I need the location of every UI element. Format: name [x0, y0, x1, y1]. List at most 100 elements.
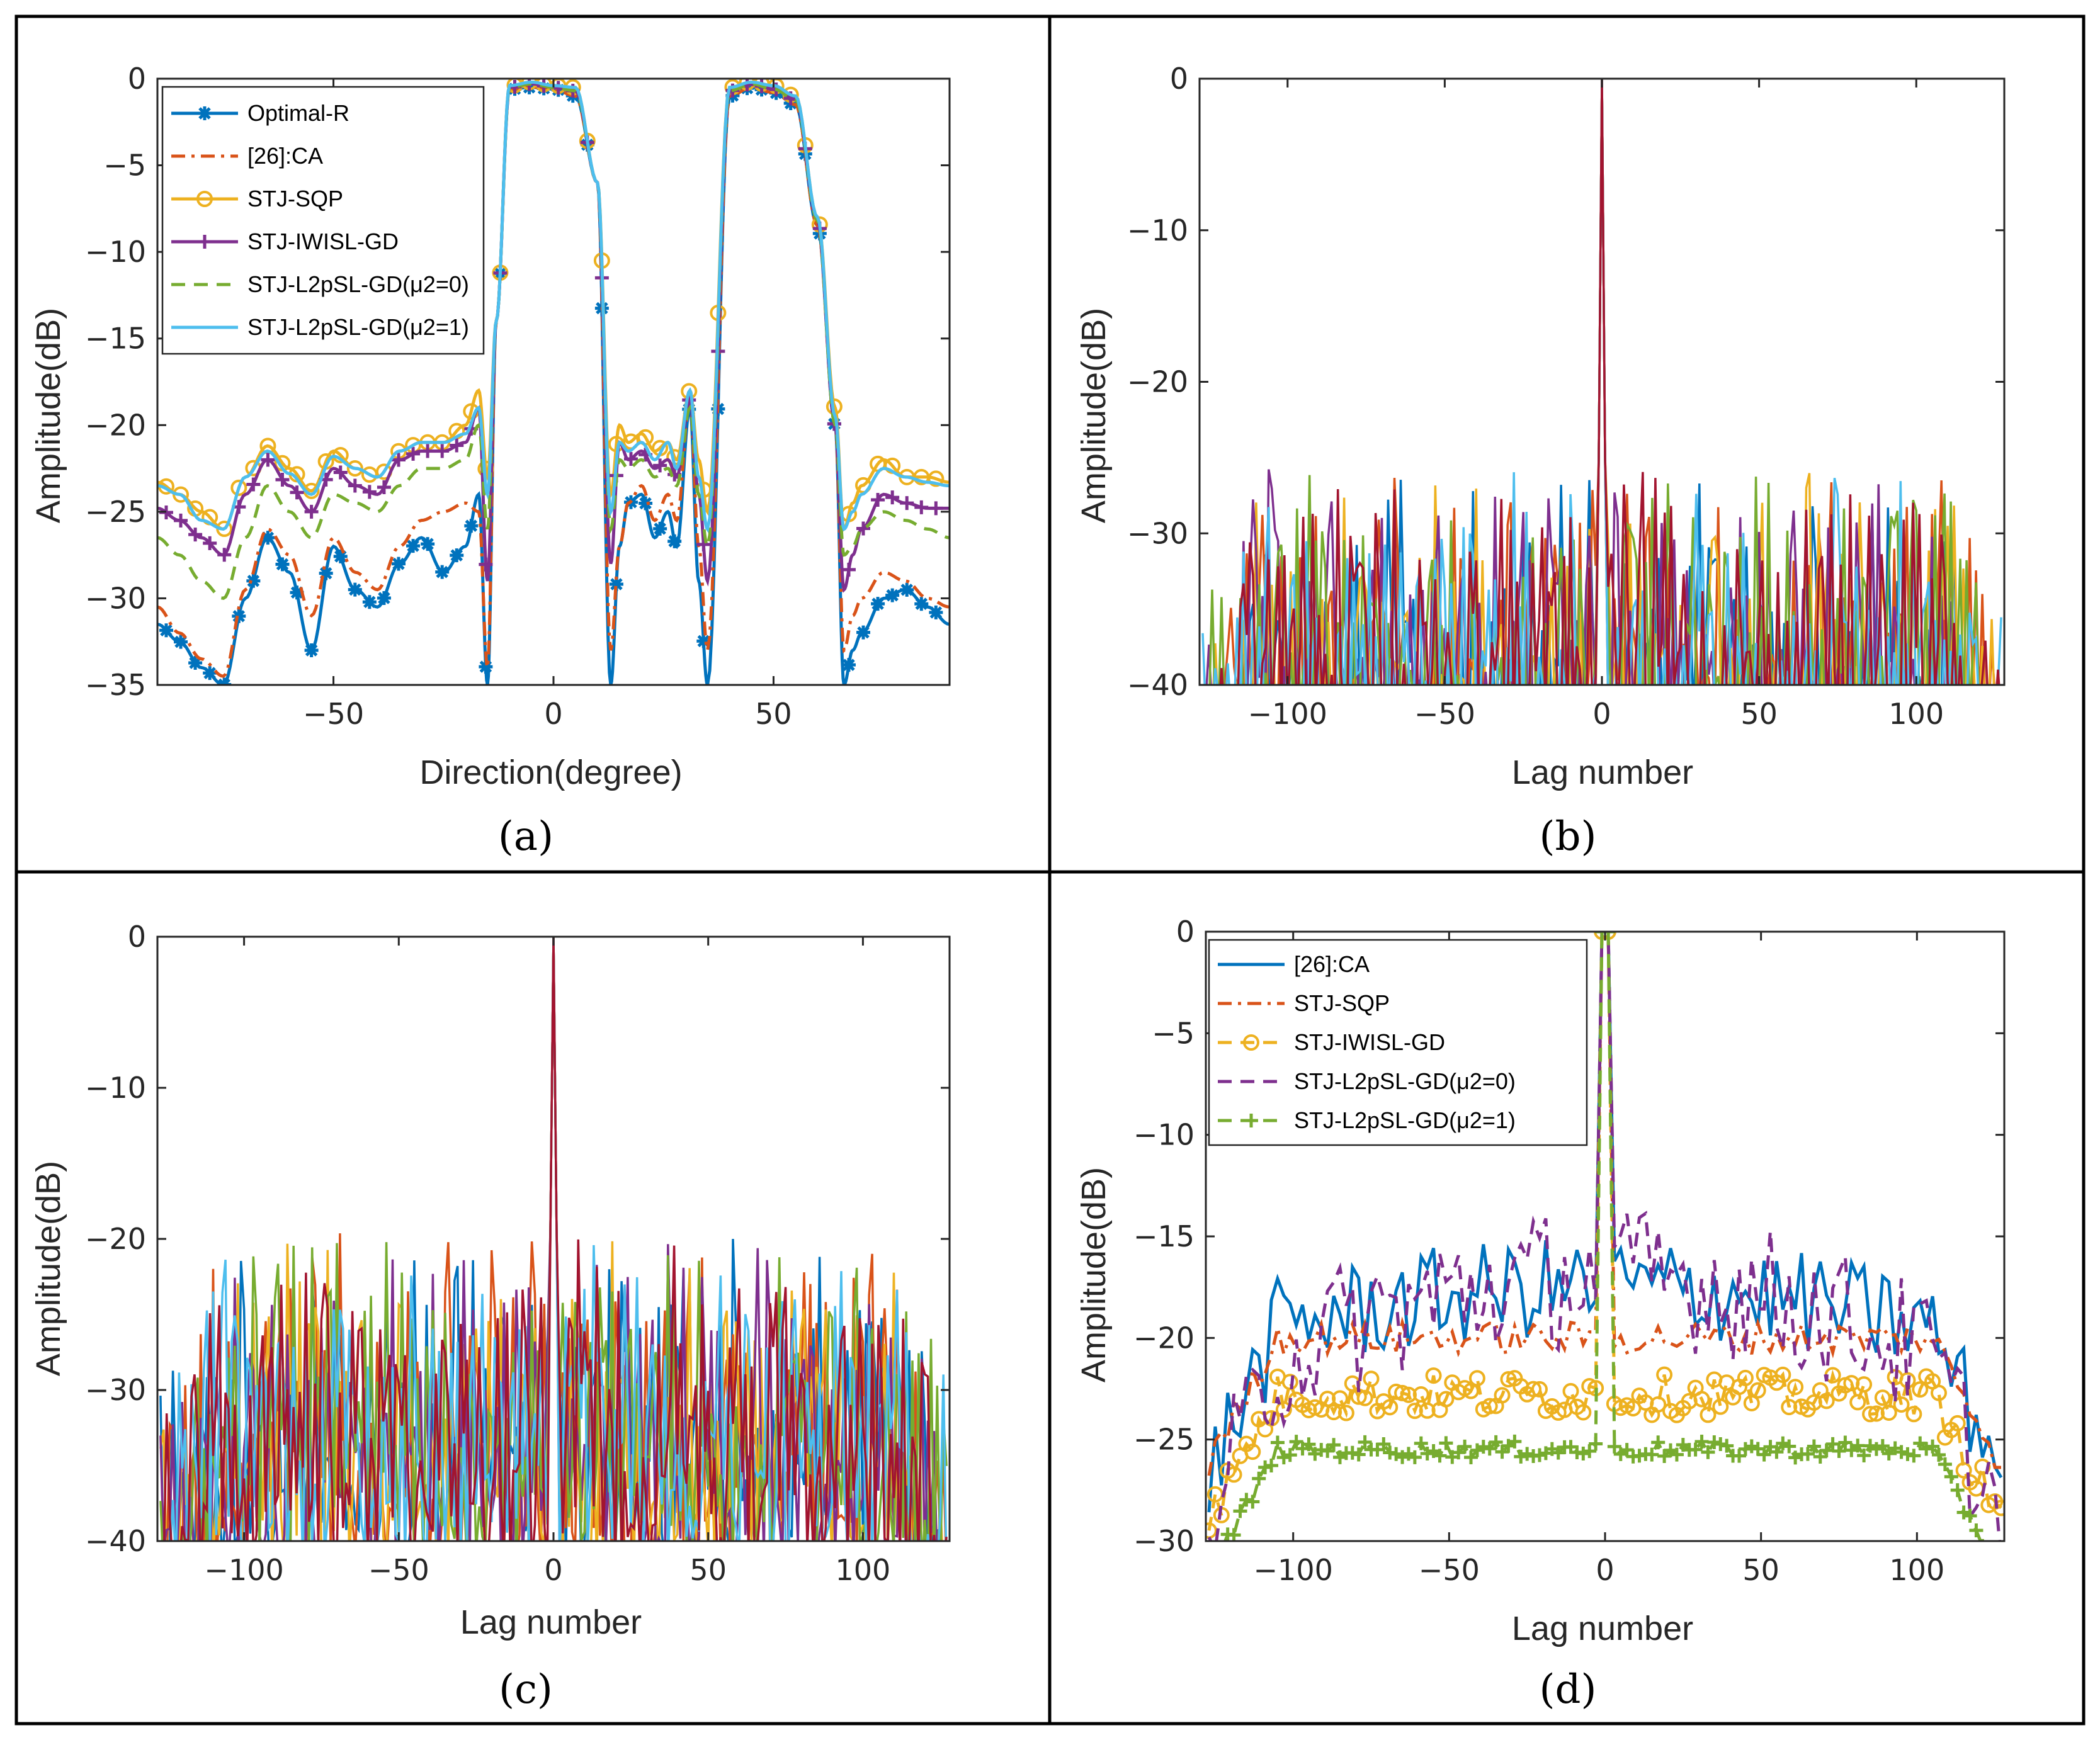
data-point [1944, 1469, 1958, 1484]
data-point [900, 496, 914, 511]
data-point [1713, 1437, 1728, 1451]
data-point [1363, 1370, 1380, 1387]
x-tick-label: −50 [1414, 697, 1475, 731]
data-point [1575, 1404, 1592, 1421]
data-point [1270, 1435, 1285, 1450]
data-point [841, 658, 856, 672]
data-point [304, 643, 319, 657]
data-point [1645, 1447, 1659, 1462]
y-tick-label: −25 [1133, 1423, 1195, 1457]
data-point [1420, 1446, 1434, 1460]
panel-d-ylabel: Amplitude(dB) [1075, 1167, 1113, 1382]
data-point [1857, 1449, 1871, 1463]
data-point [1757, 1447, 1771, 1462]
data-point [1356, 1389, 1373, 1406]
data-point [1327, 1438, 1341, 1452]
panel-a: −50 0 50 0 −5 −10 −15 −20 −25 −30 −35 Optimal-R [26]… [30, 62, 951, 860]
data-point [406, 539, 421, 553]
data-point [188, 656, 203, 670]
data-point [1632, 1449, 1647, 1463]
data-point [362, 485, 377, 499]
data-point [230, 479, 247, 496]
data-point [667, 534, 682, 548]
data-point [406, 446, 421, 461]
y-tick-label: −10 [85, 1071, 146, 1105]
data-point [1481, 1398, 1498, 1415]
y-tick-label: −20 [1127, 365, 1188, 399]
legend-marker [196, 191, 213, 207]
y-tick-label: −5 [103, 149, 146, 183]
data-point [841, 562, 856, 577]
data-point [1345, 1445, 1359, 1460]
x-tick-label: 0 [544, 697, 562, 731]
panel-b-label: (b) [1540, 813, 1597, 860]
data-point [609, 577, 623, 591]
panel-c: −100 −50 0 50 100 0 −10 −20 −30 −40 Lag number Am… [30, 920, 951, 1713]
data-point [1406, 1403, 1423, 1420]
panel-c-ylabel: Amplitude(dB) [30, 1161, 67, 1376]
data-point [1907, 1449, 1921, 1463]
data-point [1520, 1447, 1535, 1461]
data-point [1700, 1406, 1717, 1423]
data-point [362, 595, 377, 609]
data-point [1376, 1437, 1391, 1452]
x-tick-label: 100 [836, 1553, 891, 1587]
y-tick-label: −35 [85, 668, 146, 702]
y-tick-label: −10 [85, 235, 146, 269]
y-tick-label: −30 [1127, 516, 1188, 550]
data-point [1905, 1406, 1922, 1423]
y-tick-label: −15 [85, 322, 146, 356]
legend-entry: STJ-L2pSL-GD(μ2=1) [1294, 1107, 1516, 1133]
data-point [1707, 1435, 1722, 1449]
data-point [450, 438, 464, 453]
y-tick-label: −20 [1133, 1321, 1195, 1355]
x-tick-label: −100 [1248, 697, 1327, 731]
data-point [928, 470, 945, 487]
x-tick-label: −50 [368, 1553, 429, 1587]
data-point [1252, 1471, 1266, 1486]
data-point [1743, 1394, 1760, 1411]
data-point [914, 500, 929, 514]
data-point [1283, 1448, 1297, 1462]
data-point [246, 477, 261, 492]
data-point [1919, 1442, 1934, 1456]
data-point [377, 591, 391, 606]
series-line-d-1 [1207, 932, 2001, 1476]
data-point [653, 458, 667, 473]
legend-entry: STJ-L2pSL-GD(μ2=1) [247, 314, 469, 340]
x-tick-label: 50 [755, 697, 792, 731]
y-tick-label: −30 [1133, 1524, 1195, 1558]
data-point [871, 597, 885, 611]
data-point [1507, 1434, 1522, 1449]
data-point [1433, 1449, 1447, 1463]
legend-entry: STJ-L2pSL-GD(μ2=0) [1294, 1068, 1516, 1094]
panel-b-plot: −100 −50 0 50 100 0 −10 −20 −30 −40 [1127, 62, 2006, 731]
panel-a-plot: −50 0 50 0 −5 −10 −15 −20 −25 −30 −35 Optimal-R [26]… [85, 62, 951, 731]
data-point [159, 623, 173, 638]
data-point [435, 444, 450, 458]
data-point [1331, 1390, 1348, 1407]
y-tick-label: −10 [1133, 1118, 1195, 1152]
panel-c-label: (c) [499, 1666, 553, 1713]
data-point [1607, 1439, 1621, 1454]
data-point [203, 536, 217, 550]
data-point [1302, 1437, 1316, 1452]
y-tick-label: −40 [1127, 668, 1188, 702]
data-point [1669, 1447, 1684, 1462]
data-point [653, 521, 667, 536]
data-point [304, 504, 319, 519]
data-point [1289, 1435, 1303, 1449]
data-point [1389, 1447, 1404, 1461]
data-point [1582, 1444, 1597, 1459]
data-point [174, 635, 188, 649]
data-point [1938, 1457, 1952, 1472]
data-point [1949, 1415, 1966, 1432]
y-tick-label: −5 [1152, 1016, 1195, 1050]
data-point [929, 501, 943, 516]
plot-area-c [159, 937, 948, 1541]
legend-entry: STJ-L2pSL-GD(μ2=0) [247, 271, 469, 297]
data-point [1851, 1438, 1865, 1453]
data-point [1319, 1391, 1336, 1408]
panel-d-plot: −100 −50 0 50 100 0 −5 −10 −15 −20 −25 −30 [26]:CA ST… [1133, 915, 2006, 1587]
data-point [1531, 1381, 1548, 1398]
